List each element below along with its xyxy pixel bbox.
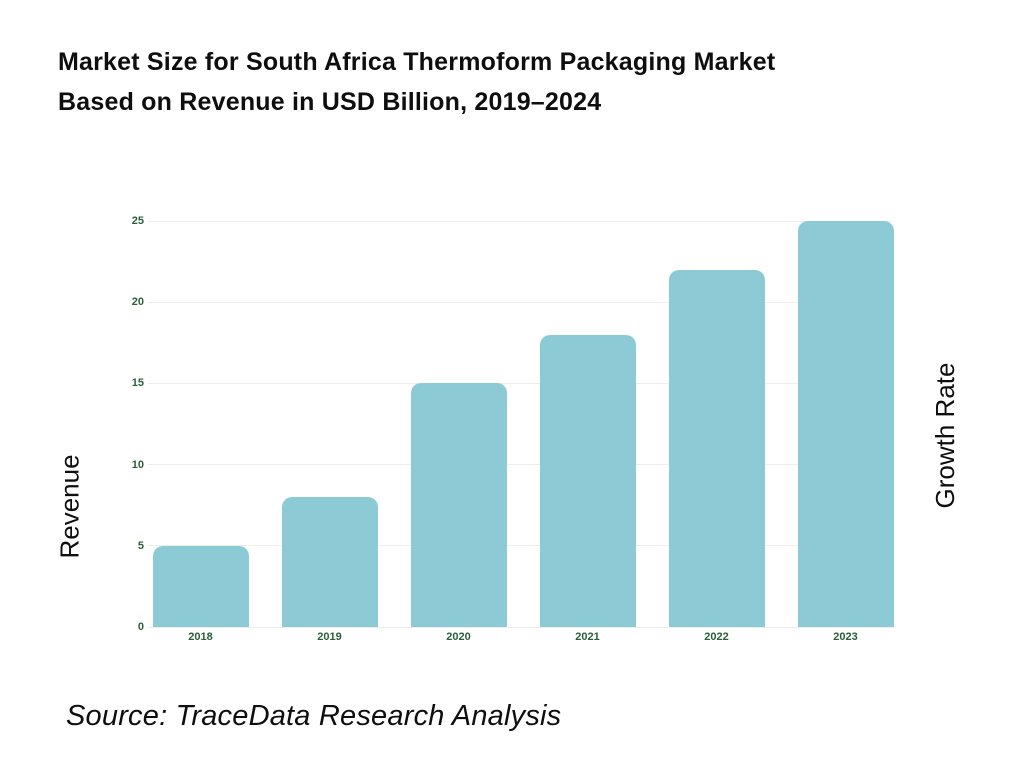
source-note: Source: TraceData Research Analysis: [66, 700, 562, 732]
y-tick-label-10: 10: [131, 458, 144, 471]
y-tick-label-25: 25: [131, 215, 144, 227]
y-tick-label-5: 5: [137, 539, 144, 552]
x-tick-label-2019: 2019: [317, 631, 342, 643]
y-axis-title-right: Growth Rate: [930, 362, 960, 509]
x-axis-baseline: [148, 626, 893, 628]
x-tick-label-2021: 2021: [575, 631, 600, 643]
x-tick-label-2018: 2018: [188, 631, 213, 643]
x-tick-label-2023: 2023: [833, 631, 858, 643]
x-tick-label-2020: 2020: [446, 631, 471, 643]
bar-2018: [152, 545, 249, 627]
gridline-y5: [148, 545, 893, 547]
bar-2020: [410, 383, 507, 627]
y-tick-label-20: 20: [131, 296, 144, 309]
bar-2023: [797, 221, 894, 627]
chart-title: Market Size for South Africa Thermoform …: [58, 42, 958, 122]
chart-title-line1: Market Size for South Africa Thermoform …: [58, 48, 776, 76]
bar-2022: [668, 269, 765, 627]
bar-2021: [539, 334, 636, 627]
gridline-y10: [148, 464, 893, 466]
bar-2019: [281, 497, 378, 627]
gridline-y20: [148, 301, 893, 303]
y-tick-label-15: 15: [131, 377, 144, 390]
y-tick-label-0: 0: [137, 621, 144, 633]
y-axis-title-left: Revenue: [54, 454, 85, 559]
x-tick-label-2022: 2022: [704, 631, 729, 643]
gridline-y25: [148, 220, 893, 222]
chart-title-line2: Based on Revenue in USD Billion, 2019–20…: [58, 88, 602, 116]
gridline-y15: [148, 382, 893, 384]
